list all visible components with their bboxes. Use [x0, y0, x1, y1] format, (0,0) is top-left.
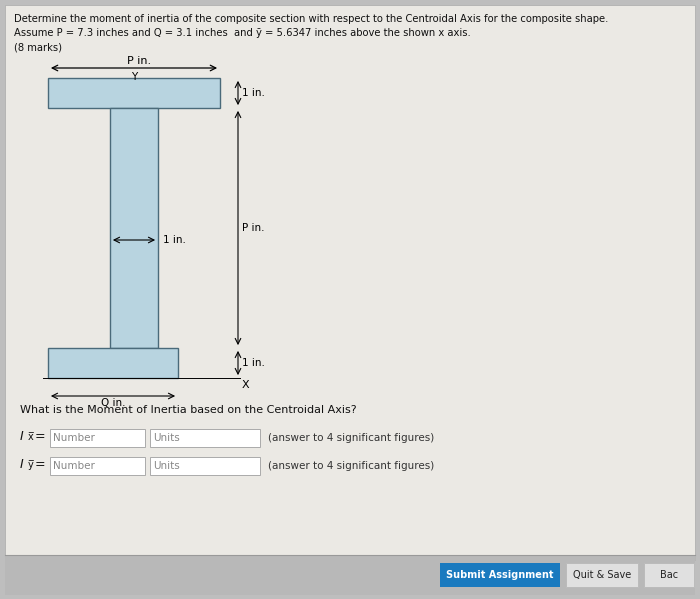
Bar: [110, 108, 158, 348]
Bar: [48, 78, 220, 108]
Text: Y: Y: [131, 72, 137, 82]
Text: Quit & Save: Quit & Save: [573, 570, 631, 580]
Text: P in.: P in.: [127, 56, 151, 66]
Text: Assume P = 7.3 inches and Q = 3.1 inches  and ȳ = 5.6347 inches above the shown : Assume P = 7.3 inches and Q = 3.1 inches…: [14, 28, 470, 38]
Text: Units: Units: [153, 461, 180, 471]
Text: y̅: y̅: [28, 460, 34, 470]
Text: 1 in.: 1 in.: [163, 235, 186, 245]
Text: P in.: P in.: [242, 223, 265, 233]
Text: Number: Number: [53, 433, 95, 443]
Text: Number: Number: [53, 461, 95, 471]
Text: 1 in.: 1 in.: [242, 88, 265, 98]
Text: X: X: [242, 380, 250, 390]
Text: Submit Assignment: Submit Assignment: [447, 570, 554, 580]
Bar: [150, 457, 260, 475]
Bar: [150, 429, 260, 447]
Text: (answer to 4 significant figures): (answer to 4 significant figures): [268, 433, 434, 443]
Bar: [50, 429, 145, 447]
Text: (8 marks): (8 marks): [14, 42, 62, 52]
Text: (answer to 4 significant figures): (answer to 4 significant figures): [268, 461, 434, 471]
Text: Determine the moment of inertia of the composite section with respect to the Cen: Determine the moment of inertia of the c…: [14, 14, 608, 24]
Text: I: I: [20, 458, 24, 471]
Bar: [50, 457, 145, 475]
Text: Q in.: Q in.: [101, 398, 125, 408]
Text: I: I: [20, 431, 24, 443]
Text: x̅: x̅: [28, 432, 34, 442]
Text: What is the Moment of Inertia based on the Centroidal Axis?: What is the Moment of Inertia based on t…: [20, 405, 356, 415]
Text: =: =: [35, 458, 46, 471]
Bar: [644, 563, 694, 587]
Bar: [566, 563, 638, 587]
Text: =: =: [35, 431, 46, 443]
Bar: [440, 563, 560, 587]
Bar: [5, 555, 695, 595]
Text: Bac: Bac: [660, 570, 678, 580]
Text: 1 in.: 1 in.: [242, 358, 265, 368]
Bar: [48, 348, 178, 378]
Text: Units: Units: [153, 433, 180, 443]
